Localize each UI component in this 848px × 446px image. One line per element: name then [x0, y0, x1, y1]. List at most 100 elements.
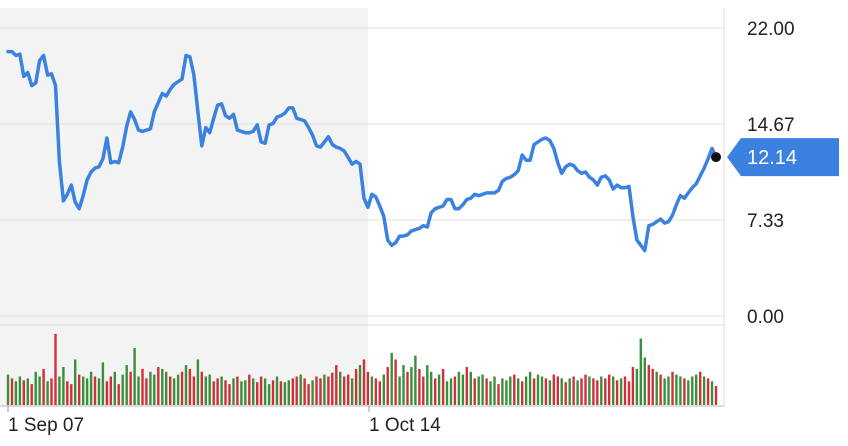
volume-bar [208, 374, 211, 405]
volume-bar [449, 378, 453, 405]
volume-bar [382, 374, 385, 405]
volume-bar [663, 378, 666, 405]
y-tick-label: 7.33 [747, 211, 784, 232]
volume-bar [572, 376, 575, 405]
volume-bar [414, 355, 417, 405]
volume-bar [441, 368, 445, 405]
volume-bar [339, 371, 342, 406]
x-tick-labels: 1 Sep 07 1 Oct 14 [7, 406, 441, 436]
volume-bar [702, 376, 706, 405]
volume-bar [398, 376, 401, 405]
volume-bar [26, 378, 29, 405]
volume-bar [580, 378, 583, 405]
volume-bar [327, 376, 330, 405]
volume-bar [89, 371, 93, 406]
volume-bar [259, 376, 263, 405]
volume-bar [82, 376, 85, 405]
volume-bar [176, 374, 180, 405]
volume-bar [10, 378, 14, 405]
volume-bar [540, 376, 544, 405]
volume-bar [256, 382, 259, 405]
last-value-label: 12.14 [747, 147, 797, 169]
volume-bar [706, 378, 710, 405]
volume-bar [639, 338, 642, 405]
volume-bar [608, 374, 611, 405]
volume-bar [42, 368, 45, 405]
volume-bar [307, 384, 310, 405]
volume-bar [149, 371, 152, 406]
volume-bar [271, 380, 275, 405]
volume-bar [180, 371, 184, 406]
volume-bar [299, 374, 302, 405]
volume-bar [517, 378, 520, 405]
volume-bar [659, 374, 662, 405]
volume-bar [556, 376, 559, 405]
volume-bar [252, 378, 255, 405]
volume-bar [362, 359, 366, 405]
volume-bar [172, 378, 176, 405]
volume-bar [528, 371, 532, 406]
y-tick-labels: 22.00 14.67 7.33 0.00 [747, 19, 795, 328]
volume-bar [220, 376, 223, 405]
volume-bar [236, 376, 239, 405]
volume-bar [358, 365, 362, 405]
volume-bar [612, 376, 615, 405]
volume-bar [283, 382, 287, 405]
volume-bar [279, 381, 283, 406]
volume-bars [6, 333, 718, 406]
volume-bar [560, 378, 563, 405]
volume-bar [675, 374, 678, 405]
volume-bar [295, 376, 298, 405]
volume-bar [477, 376, 480, 405]
volume-bar [564, 382, 567, 405]
volume-bar [137, 376, 140, 405]
volume-bar [105, 381, 109, 406]
volume-bar [513, 374, 516, 405]
volume-bar [200, 371, 203, 406]
volume-bar [196, 359, 200, 405]
volume-bar [101, 362, 105, 406]
volume-bar [121, 374, 124, 405]
volume-bar [584, 374, 587, 405]
volume-bar [521, 381, 524, 406]
volume-bar [169, 376, 172, 405]
y-tick-label: 22.00 [747, 19, 795, 40]
volume-bar [157, 367, 160, 405]
volume-bar [394, 359, 397, 405]
y-tick-label: 14.67 [747, 115, 795, 136]
volume-bar [536, 374, 540, 405]
volume-bar [489, 381, 492, 406]
volume-bar [303, 378, 306, 405]
volume-bar [386, 367, 389, 405]
volume-bar [635, 368, 639, 405]
volume-bar [58, 376, 61, 405]
volume-bar [374, 378, 377, 405]
volume-bar [615, 380, 619, 405]
volume-bar [129, 371, 132, 406]
volume-bar [671, 371, 674, 406]
volume-bar [604, 378, 607, 405]
volume-bar [228, 384, 231, 405]
volume-bar [469, 371, 472, 406]
volume-bar [275, 376, 279, 405]
volume-bar [165, 371, 168, 406]
volume-bar [38, 376, 41, 405]
volume-bar [232, 378, 235, 405]
volume-bar [263, 378, 267, 405]
volume-bar [347, 374, 350, 405]
volume-bar [216, 378, 219, 405]
volume-bar [631, 367, 635, 405]
volume-bar [497, 384, 500, 405]
volume-bar [410, 367, 413, 405]
volume-bar [473, 378, 476, 405]
volume-bar [192, 376, 196, 405]
volume-bar [212, 381, 215, 406]
volume-bar [113, 371, 116, 406]
volume-bar [343, 376, 346, 405]
volume-bar [141, 368, 144, 405]
volume-bar [548, 380, 552, 405]
volume-bar [366, 371, 370, 406]
volume-bar [461, 374, 465, 405]
volume-bar [643, 357, 646, 405]
volume-bar [240, 381, 243, 406]
